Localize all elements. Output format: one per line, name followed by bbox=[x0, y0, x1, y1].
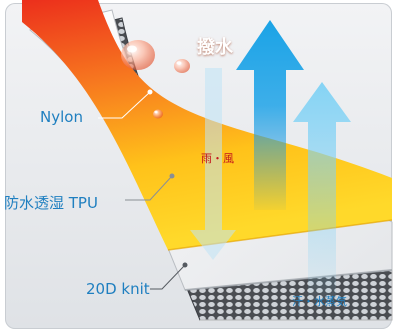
leader-tpu bbox=[125, 175, 173, 201]
water-drop-large-shine bbox=[127, 45, 137, 53]
water-drop-small-shine bbox=[154, 110, 158, 114]
callout-sweat-vapor: 汗・水蒸気 bbox=[292, 295, 347, 308]
vapor-arrow-small bbox=[293, 82, 351, 300]
leader-nylon bbox=[98, 91, 151, 119]
moisture-arrow-large bbox=[236, 20, 304, 210]
rain-wind-arrow bbox=[190, 68, 236, 260]
leader-nylon-dot bbox=[147, 89, 153, 95]
water-drop-small bbox=[153, 109, 163, 119]
tpu-edge-shadow bbox=[184, 269, 393, 291]
label-knit: 20D knit bbox=[86, 280, 150, 298]
water-drop-large bbox=[121, 40, 155, 70]
knit-edge-highlight bbox=[200, 252, 393, 321]
leader-knit-dot bbox=[182, 262, 188, 268]
water-drop-medium-shine bbox=[176, 61, 182, 65]
leader-tpu-dot bbox=[169, 173, 175, 179]
leader-knit bbox=[150, 264, 186, 290]
label-tpu: 防水透湿 TPU bbox=[4, 194, 98, 212]
water-drop-medium bbox=[174, 59, 190, 73]
label-nylon: Nylon bbox=[40, 108, 83, 126]
callout-water-repellent: 撥水 bbox=[197, 37, 233, 58]
callout-rain-wind: 雨・風 bbox=[201, 152, 234, 165]
